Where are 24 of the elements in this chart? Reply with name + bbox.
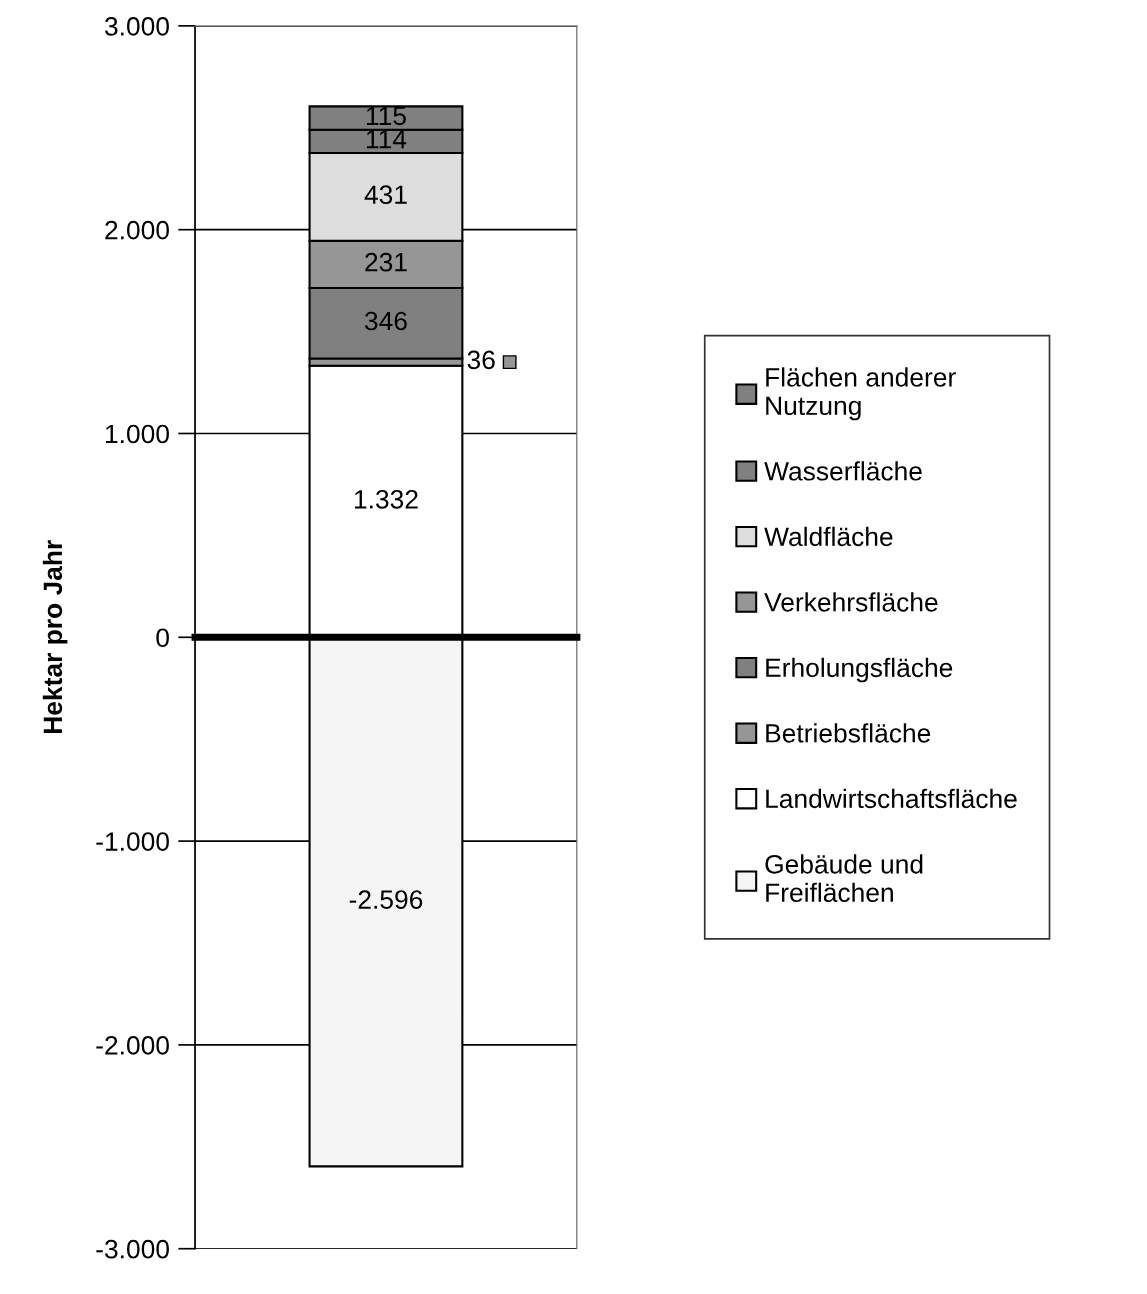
data-label: 115	[366, 106, 406, 126]
y-tick-label: -3.000	[96, 1239, 169, 1259]
y-tick-label: 2.000	[105, 220, 169, 240]
legend-label: Wasserfläche	[764, 461, 922, 481]
data-label: 431	[364, 185, 407, 205]
data-label: 36	[467, 350, 495, 370]
data-label: -2.596	[349, 890, 423, 909]
y-tick-label: -2.000	[96, 1036, 169, 1055]
y-tick-label: 0	[156, 628, 169, 648]
legend-label: Waldfläche	[764, 526, 893, 547]
y-tick-label: 3.000	[104, 17, 169, 36]
y-tick-label: -1.000	[96, 832, 169, 851]
legend-label: Landwirtschaftsfläche	[766, 788, 1017, 809]
data-label: 231	[365, 252, 407, 272]
data-label: 114	[366, 130, 407, 149]
legend-label: Flächen anderer Nutzung	[766, 367, 956, 421]
data-label: 346	[364, 311, 407, 331]
y-axis-title: Hektar pro Jahr	[42, 540, 68, 734]
legend-label: Gebäude und Freiflächen	[765, 854, 923, 903]
legend-label: Verkehrsfläche	[764, 592, 938, 612]
y-tick-label: 1.000	[105, 424, 169, 444]
legend-label: Betriebsfläche	[766, 723, 931, 743]
data-label: 1.332	[354, 489, 418, 509]
legend-label: Erholungsfläche	[766, 657, 953, 683]
